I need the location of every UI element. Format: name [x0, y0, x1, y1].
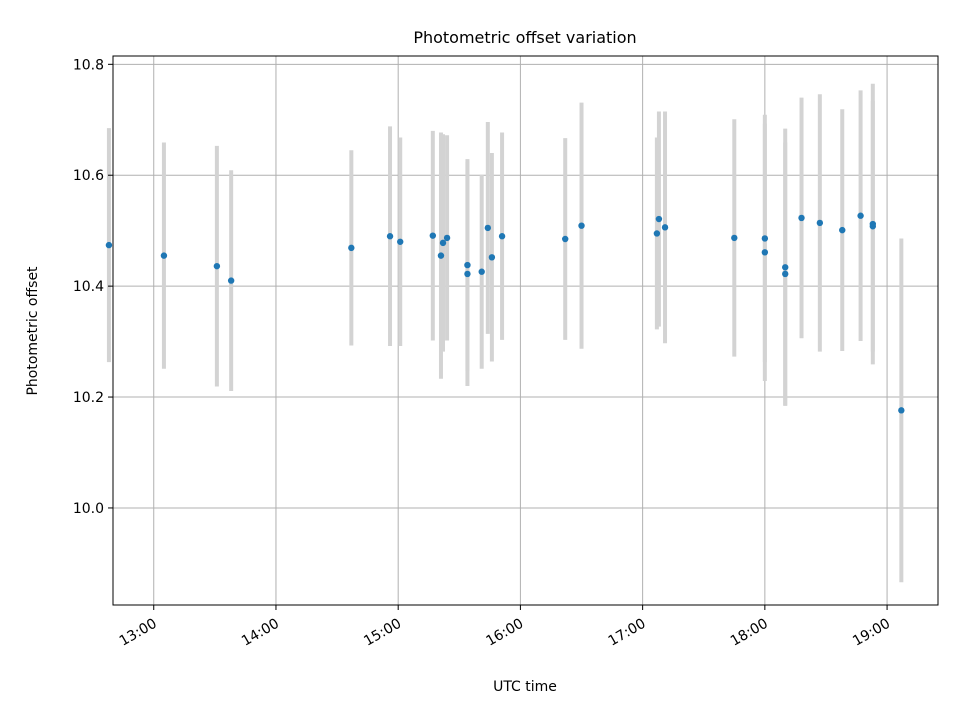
data-point: [655, 215, 663, 223]
data-point: [898, 407, 905, 414]
data-point: [160, 252, 168, 259]
x-tick-label: 18:00: [728, 616, 771, 650]
y-tick-label: 10.0: [73, 501, 104, 517]
data-point: [782, 264, 789, 271]
plot-frame: [112, 55, 939, 606]
x-axis-label: UTC time: [493, 679, 557, 695]
data-point: [443, 234, 451, 242]
data-point: [839, 226, 846, 234]
data-point: [869, 223, 877, 230]
data-point: [857, 212, 864, 219]
x-tick-label: 15:00: [361, 616, 404, 650]
data-point: [464, 270, 471, 278]
data-point: [761, 249, 769, 256]
y-axis-label: Photometric offset: [25, 266, 41, 396]
data-point: [437, 252, 445, 259]
data-point: [439, 239, 447, 247]
data-point: [105, 241, 113, 249]
data-point: [498, 233, 506, 240]
y-tick-label: 10.8: [73, 57, 104, 73]
data-point: [429, 232, 437, 239]
data-point: [578, 222, 585, 229]
y-tick-label: 10.2: [73, 390, 104, 406]
data-point: [464, 261, 471, 269]
data-point: [484, 224, 492, 232]
y-tick-label: 10.4: [73, 279, 104, 295]
data-points: [105, 212, 905, 414]
data-point: [782, 270, 789, 278]
x-tick-label: 13:00: [117, 616, 160, 650]
x-axis-ticks: 13:00 14:00 15:00 16:00 17:00 18:00 19:00: [117, 605, 893, 650]
chart-title: Photometric offset variation: [413, 28, 636, 47]
data-point: [661, 224, 669, 231]
data-point: [731, 234, 738, 242]
data-point: [798, 214, 805, 222]
x-tick-label: 17:00: [606, 616, 649, 650]
data-point: [478, 268, 485, 275]
data-point: [397, 238, 404, 245]
x-tick-label: 14:00: [239, 616, 282, 650]
data-point: [562, 235, 569, 243]
x-tick-label: 19:00: [850, 616, 893, 650]
data-point: [761, 235, 769, 242]
y-tick-label: 10.6: [73, 168, 104, 184]
data-point: [227, 277, 235, 284]
data-point: [213, 262, 221, 270]
data-point: [653, 230, 661, 237]
grid: [113, 56, 938, 605]
data-point: [488, 254, 496, 261]
x-tick-label: 16:00: [483, 616, 526, 650]
data-point: [386, 233, 394, 240]
data-point: [348, 244, 355, 252]
data-point: [816, 219, 824, 227]
y-axis-ticks: 10.0 10.2 10.4 10.6 10.8: [73, 57, 113, 517]
